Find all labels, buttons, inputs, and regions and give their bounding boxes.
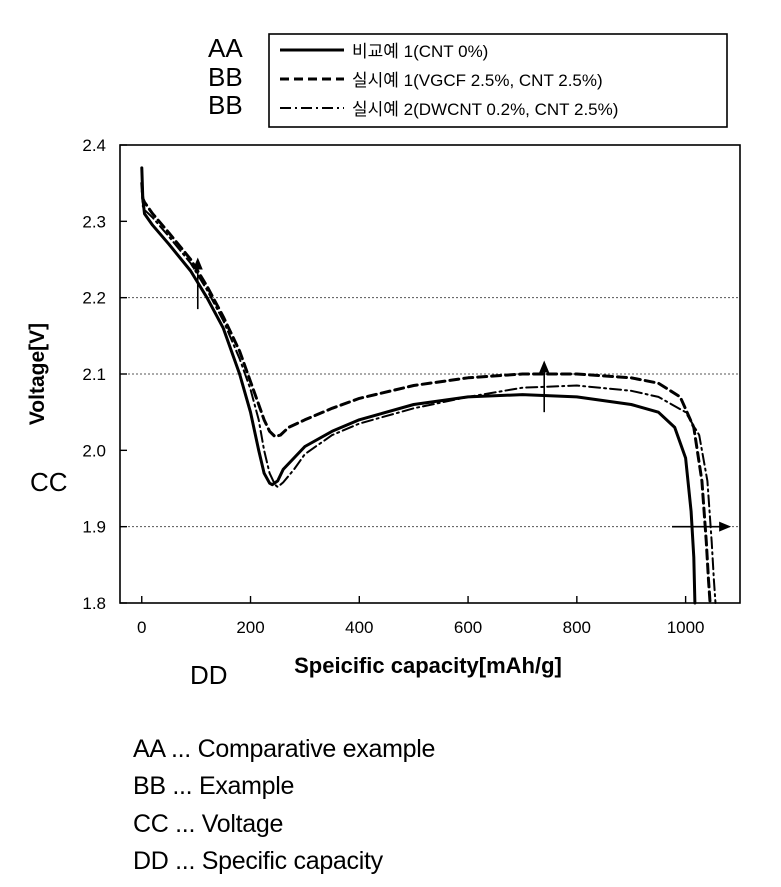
voltage-capacity-chart: 1.8 1.9 2.0 2.1 2.2 2.3 2.4 0 200 400 600 800 1000 V… bbox=[0, 0, 781, 710]
legend-entry-3: 실시예 2(DWCNT 0.2%, CNT 2.5%) bbox=[352, 100, 618, 119]
legend-code-3: BB bbox=[208, 90, 243, 120]
legend-code-1: AA bbox=[208, 33, 243, 63]
footnote-bb: BB ... Example bbox=[133, 772, 294, 801]
x-tick-label: 200 bbox=[236, 618, 264, 637]
legend-entry-2: 실시예 1(VGCF 2.5%, CNT 2.5%) bbox=[352, 71, 603, 90]
y-axis-label: Voltage[V] bbox=[26, 323, 49, 425]
y-tick-label: 2.4 bbox=[82, 136, 106, 155]
y-tick-label: 2.1 bbox=[82, 365, 106, 384]
legend-entry-1: 비교예 1(CNT 0%) bbox=[352, 42, 488, 61]
arrow-head bbox=[719, 522, 731, 532]
x-axis-label: Speicific capacity[mAh/g] bbox=[294, 653, 562, 678]
x-tick-label: 600 bbox=[454, 618, 482, 637]
x-tick-label: 1000 bbox=[667, 618, 705, 637]
series-line-3 bbox=[142, 191, 716, 603]
y-tick-label: 1.9 bbox=[82, 518, 106, 537]
legend-code-2: BB bbox=[208, 62, 243, 92]
x-tick-label: 800 bbox=[563, 618, 591, 637]
y-tick-label: 2.0 bbox=[82, 441, 106, 460]
axis-ticks: 1.8 1.9 2.0 2.1 2.2 2.3 2.4 0 200 400 600 800 1000 bbox=[82, 136, 704, 637]
legend: AA BB BB 비교예 1(CNT 0%) 실시예 1(VGCF 2.5%, … bbox=[208, 33, 727, 127]
x-tick-label: 0 bbox=[137, 618, 146, 637]
annotation-arrows bbox=[193, 258, 731, 532]
series-line-2 bbox=[142, 183, 710, 603]
footnote-aa: AA ... Comparative example bbox=[133, 735, 435, 764]
x-tick-label: 400 bbox=[345, 618, 373, 637]
y-tick-label: 1.8 bbox=[82, 594, 106, 613]
x-axis-callout: DD bbox=[190, 660, 228, 690]
y-tick-label: 2.3 bbox=[82, 212, 106, 231]
y-tick-label: 2.2 bbox=[82, 289, 106, 308]
footnote-cc: CC ... Voltage bbox=[133, 810, 283, 839]
arrow-head bbox=[539, 361, 549, 373]
series-lines bbox=[142, 168, 716, 603]
grid-lines bbox=[120, 298, 740, 527]
footnote-dd: DD ... Specific capacity bbox=[133, 847, 383, 876]
y-axis-callout: CC bbox=[30, 467, 68, 497]
